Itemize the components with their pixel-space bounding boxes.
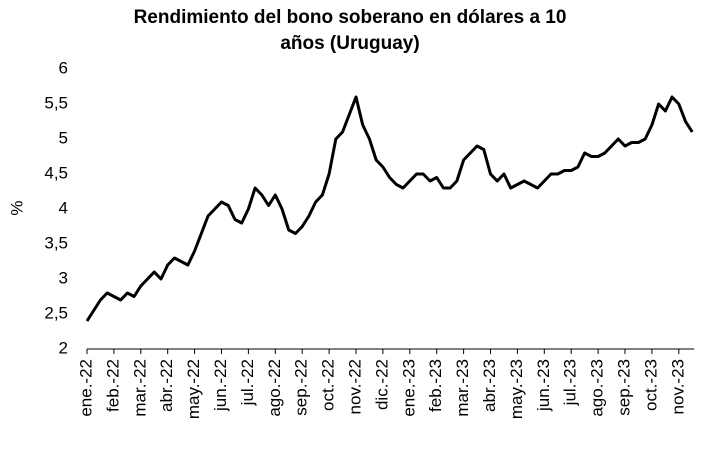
x-tick-label: ene.-23 (399, 359, 418, 417)
x-tick-label: may.-23 (507, 359, 526, 419)
x-tick-label: oct.-22 (319, 359, 338, 411)
y-tick-label: 2,5 (44, 303, 68, 322)
x-tick-label: mar.-23 (453, 359, 472, 417)
x-tick-label: abr.-22 (157, 359, 176, 412)
y-tick-label: 6 (59, 58, 68, 77)
y-axis-label: % (7, 200, 26, 215)
y-tick-label: 4,5 (44, 163, 68, 182)
x-tick-label: may.-22 (184, 359, 203, 419)
x-tick-label: jul.-23 (561, 359, 580, 406)
chart-title: años (Uruguay) (280, 33, 419, 54)
x-tick-label: sep.-23 (614, 359, 633, 416)
x-tick-label: ene.-22 (76, 359, 95, 417)
y-tick-label: 2 (59, 338, 68, 357)
line (85, 95, 694, 322)
chart-title: Rendimiento del bono soberano en dólares… (134, 7, 567, 28)
x-tick-label: sep.-22 (292, 359, 311, 416)
x-tick-label: ago.-23 (588, 359, 607, 417)
x-tick-label: oct.-23 (641, 359, 660, 411)
x-tick-label: nov.-23 (668, 359, 687, 414)
x-tick-label: jun.-22 (211, 359, 230, 412)
x-tick-label: feb.-22 (103, 359, 122, 412)
y-tick-label: 3,5 (44, 233, 68, 252)
x-tick-label: mar.-22 (130, 359, 149, 417)
x-tick-label: nov.-22 (345, 359, 364, 414)
x-tick-label: jul.-22 (238, 359, 257, 406)
y-tick-label: 5,5 (44, 93, 68, 112)
y-tick-label: 5 (59, 128, 68, 147)
x-tick-label: dic.-22 (372, 359, 391, 410)
x-tick-label: jun.-23 (534, 359, 553, 412)
x-tick-label: ago.-22 (265, 359, 284, 417)
x-tick-label: abr.-23 (480, 359, 499, 412)
x-tick-label: feb.-23 (426, 359, 445, 412)
y-tick-label: 3 (59, 268, 68, 287)
y-tick-label: 4 (59, 198, 68, 217)
